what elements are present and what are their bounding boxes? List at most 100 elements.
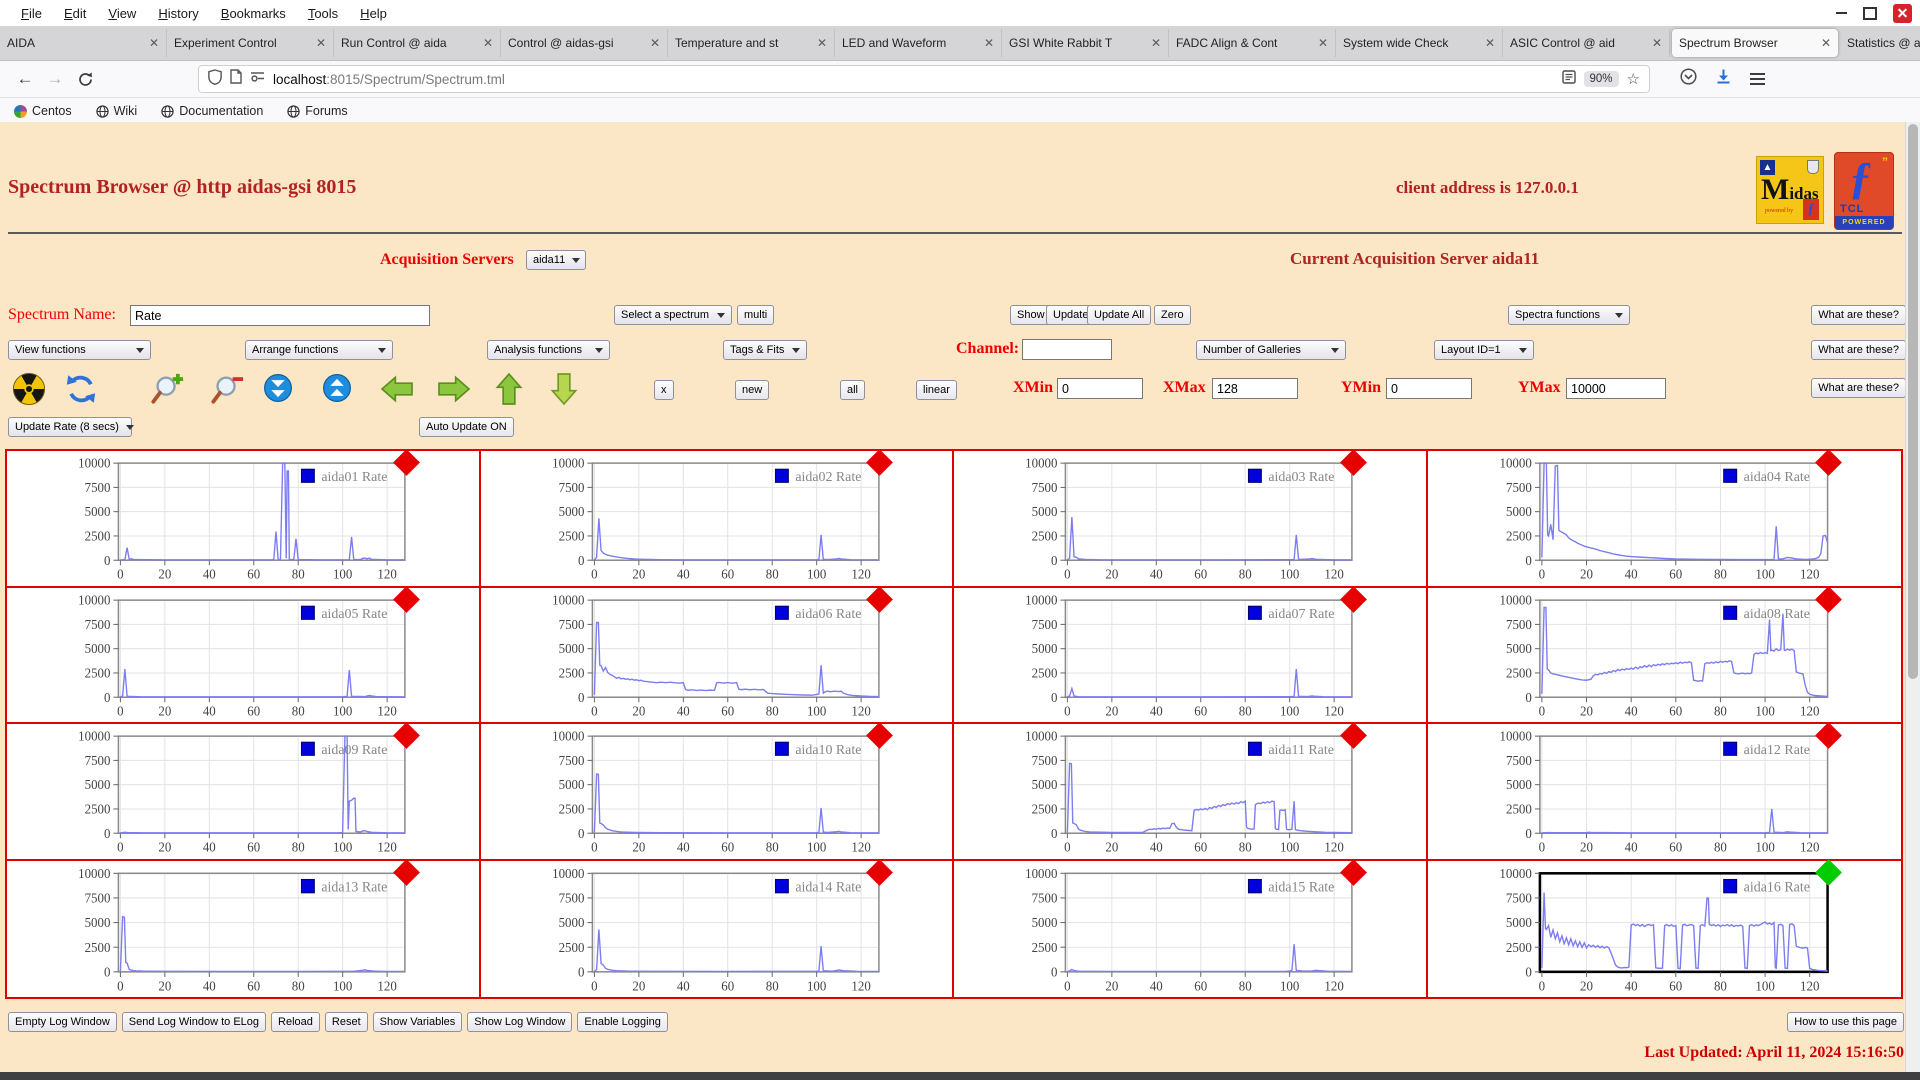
zero-button[interactable]: Zero — [1154, 305, 1191, 325]
gallery-cell-aida14[interactable]: 0 2500 5000 7500 10000 0 20 40 60 80 100 120 aida14 … — [480, 858, 954, 997]
what-are-these-button-2[interactable]: What are these? — [1811, 340, 1906, 360]
tab-control[interactable]: Control @ aidas-gsi ✕ — [501, 29, 668, 57]
gallery-cell-aida07[interactable]: 0 2500 5000 7500 10000 0 20 40 60 80 100 120 aida07 … — [954, 585, 1428, 724]
bookmark-wiki[interactable]: Wiki — [95, 104, 137, 118]
layout-id-dropdown[interactable]: Layout ID=1 — [1434, 340, 1534, 360]
multi-button[interactable]: multi — [737, 305, 775, 325]
pocket-icon[interactable] — [1680, 68, 1697, 90]
url-text[interactable]: localhost:8015/Spectrum/Spectrum.tml — [273, 72, 1554, 87]
auto-update-button[interactable]: Auto Update ON — [419, 417, 514, 437]
xmin-input[interactable] — [1057, 378, 1143, 399]
menu-file[interactable]: File — [21, 5, 42, 21]
tab-close-icon[interactable]: ✕ — [1484, 36, 1495, 50]
expand-up-icon[interactable] — [322, 373, 352, 403]
tab-close-icon[interactable]: ✕ — [315, 36, 326, 50]
reload-button[interactable]: Reload — [271, 1012, 320, 1032]
tab-experiment-control[interactable]: Experiment Control ✕ — [167, 29, 334, 57]
bookmark-centos[interactable]: Centos — [14, 104, 72, 118]
gallery-cell-aida13[interactable]: 0 2500 5000 7500 10000 0 20 40 60 80 100 120 aida13 … — [7, 858, 481, 997]
tab-close-icon[interactable]: ✕ — [482, 36, 493, 50]
tab-system-wide-check[interactable]: System wide Check ✕ — [1336, 29, 1503, 57]
menu-view[interactable]: View — [108, 5, 137, 21]
tab-spectrum-browser[interactable]: Spectrum Browser ✕ — [1672, 29, 1838, 57]
tab-aida[interactable]: AIDA ✕ — [0, 29, 167, 57]
update-rate-dropdown[interactable]: Update Rate (8 secs) — [8, 417, 134, 437]
new-button[interactable]: new — [735, 380, 770, 400]
empty-log-window-button[interactable]: Empty Log Window — [8, 1012, 117, 1032]
tab-asic-control[interactable]: ASIC Control @ aid ✕ — [1503, 29, 1670, 57]
gallery-cell-aida03[interactable]: 0 2500 5000 7500 10000 0 20 40 60 80 100 120 aida03 … — [954, 449, 1428, 588]
connection-icon[interactable] — [250, 70, 265, 88]
tab-run-control[interactable]: Run Control @ aida ✕ — [334, 29, 501, 57]
analysis-functions-dropdown[interactable]: Analysis functions — [487, 340, 610, 360]
gallery-cell-aida15[interactable]: 0 2500 5000 7500 10000 0 20 40 60 80 100 120 aida15 … — [954, 858, 1428, 997]
minimize-icon[interactable] — [1836, 12, 1847, 14]
menu-hamburger-icon[interactable] — [1750, 70, 1765, 88]
arrow-left-icon[interactable] — [377, 374, 417, 404]
enable-logging-button[interactable]: Enable Logging — [577, 1012, 668, 1032]
page-scrollbar[interactable] — [1905, 122, 1920, 1080]
shield-icon[interactable] — [208, 68, 222, 90]
back-icon[interactable]: ← — [16, 69, 34, 88]
arrange-functions-dropdown[interactable]: Arrange functions — [245, 340, 393, 360]
refresh-icon[interactable] — [64, 372, 98, 406]
arrow-up-icon[interactable] — [494, 370, 524, 408]
update-button[interactable]: Update — [1046, 305, 1096, 325]
ymax-input[interactable] — [1566, 378, 1666, 399]
reset-button[interactable]: Reset — [324, 1012, 368, 1032]
channel-input[interactable] — [1022, 339, 1112, 360]
tab-close-icon[interactable]: ✕ — [1150, 36, 1161, 50]
tab-statistics[interactable]: Statistics @ aidas-✕ — [1840, 29, 1920, 57]
view-functions-dropdown[interactable]: View functions — [8, 340, 151, 360]
reload-icon[interactable] — [70, 71, 100, 88]
gallery-cell-aida04[interactable]: 0 2500 5000 7500 10000 0 20 40 60 80 100 120 aida04 … — [1427, 449, 1901, 588]
number-of-galleries-dropdown[interactable]: Number of Galleries — [1196, 340, 1346, 360]
menu-edit[interactable]: Edit — [63, 5, 87, 21]
what-are-these-button-1[interactable]: What are these? — [1811, 305, 1906, 325]
menu-tools[interactable]: Tools — [307, 5, 339, 21]
zoom-level-badge[interactable]: 90% — [1583, 71, 1619, 87]
tab-gsi-white-rabbit[interactable]: GSI White Rabbit T ✕ — [1002, 29, 1169, 57]
collapse-down-icon[interactable] — [263, 373, 293, 403]
tab-close-icon[interactable]: ✕ — [816, 36, 827, 50]
gallery-cell-aida10[interactable]: 0 2500 5000 7500 10000 0 20 40 60 80 100 120 aida10 … — [480, 722, 954, 861]
spectra-functions-dropdown[interactable]: Spectra functions — [1508, 305, 1630, 325]
forward-icon[interactable]: → — [46, 69, 64, 88]
menu-help[interactable]: Help — [360, 5, 387, 21]
gallery-cell-aida16[interactable]: 0 2500 5000 7500 10000 0 20 40 60 80 100 120 aida16 … — [1427, 858, 1901, 997]
tab-close-icon[interactable]: ✕ — [649, 36, 660, 50]
scrollbar-thumb[interactable] — [1908, 124, 1918, 679]
arrow-down-icon[interactable] — [549, 370, 579, 408]
gallery-cell-aida09[interactable]: 0 2500 5000 7500 10000 0 20 40 60 80 100 120 aida09 … — [7, 722, 481, 861]
gallery-cell-aida06[interactable]: 0 2500 5000 7500 10000 0 20 40 60 80 100 120 aida06 … — [480, 585, 954, 724]
zoom-out-icon[interactable] — [210, 372, 244, 406]
gallery-cell-aida02[interactable]: 0 2500 5000 7500 10000 0 20 40 60 80 100 120 aida02 … — [480, 449, 954, 588]
url-bar[interactable]: localhost:8015/Spectrum/Spectrum.tml 90%… — [198, 65, 1650, 93]
bookmark-forums[interactable]: Forums — [287, 104, 348, 118]
tab-close-icon[interactable]: ✕ — [148, 36, 159, 50]
update-all-button[interactable]: Update All — [1087, 305, 1152, 325]
tags-fits-dropdown[interactable]: Tags & Fits — [723, 340, 807, 360]
bookmark-star-icon[interactable]: ☆ — [1626, 71, 1640, 88]
menu-history[interactable]: History — [158, 5, 199, 21]
gallery-cell-aida01[interactable]: 0 2500 5000 7500 10000 0 20 40 60 80 100 120 aida01 … — [7, 449, 481, 588]
tab-close-icon[interactable]: ✕ — [1651, 36, 1662, 50]
download-icon[interactable] — [1715, 68, 1732, 90]
gallery-cell-aida11[interactable]: 0 2500 5000 7500 10000 0 20 40 60 80 100 120 aida11 … — [954, 722, 1428, 861]
radioactive-icon[interactable] — [12, 372, 46, 406]
zoom-in-icon[interactable] — [150, 372, 184, 406]
arrow-right-icon[interactable] — [434, 374, 474, 404]
select-spectrum-dropdown[interactable]: Select a spectrum — [614, 305, 732, 325]
tab-close-icon[interactable]: ✕ — [1820, 36, 1831, 50]
how-to-use-button[interactable]: How to use this page — [1787, 1012, 1904, 1032]
what-are-these-button-3[interactable]: What are these? — [1811, 378, 1906, 398]
maximize-icon[interactable] — [1863, 6, 1877, 20]
spectrum-name-input[interactable] — [130, 305, 430, 326]
send-log-to-elog-button[interactable]: Send Log Window to ELog — [121, 1012, 267, 1032]
bookmark-documentation[interactable]: Documentation — [161, 104, 263, 118]
reader-mode-icon[interactable] — [1561, 69, 1576, 89]
menu-bookmarks[interactable]: Bookmarks — [220, 5, 286, 21]
close-window-icon[interactable] — [1893, 3, 1912, 23]
gallery-cell-aida12[interactable]: 0 2500 5000 7500 10000 0 20 40 60 80 100 120 aida12 … — [1427, 722, 1901, 861]
linear-button[interactable]: linear — [916, 380, 957, 400]
